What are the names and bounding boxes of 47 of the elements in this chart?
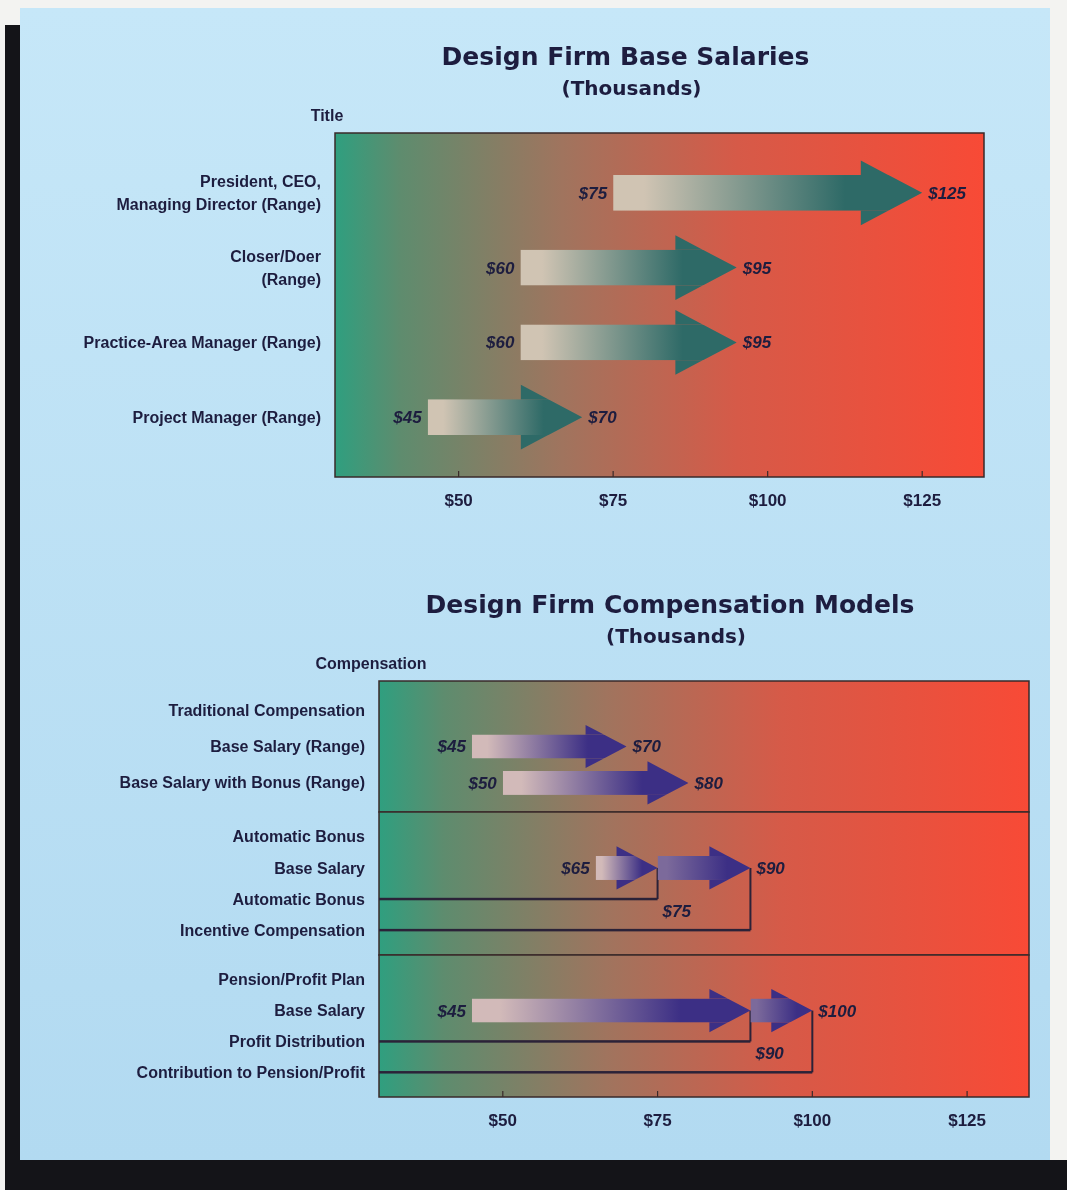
annotation: $45 (436, 1001, 467, 1021)
x-tick-label: $125 (903, 491, 942, 510)
y-tick-label: Base Salary (274, 859, 366, 877)
y-tick-label: Closer/Doer (Range) (230, 247, 321, 288)
annotation: $45 (436, 737, 467, 757)
data-label: $70 (631, 737, 662, 757)
y-tick-label: Base Salary (Range) (210, 738, 365, 756)
data-label: $100 (817, 1001, 857, 1021)
annotation: $45 (392, 408, 423, 428)
y-tick-label: Practice-Area Manager (Range) (83, 333, 321, 351)
y-tick-label: Automatic Bonus (232, 890, 366, 908)
x-tick-label: $50 (488, 1111, 517, 1130)
data-label: $95 (741, 258, 772, 278)
annotation: $50 (467, 773, 498, 793)
y-tick-label: Pension/Profit Plan (218, 971, 365, 989)
data-label: $90 (754, 1044, 785, 1064)
data-label: $95 (741, 333, 772, 353)
x-tick-label: $100 (748, 491, 787, 510)
y-tick-label: Profit Distribution (229, 1033, 365, 1051)
annotation: $65 (560, 858, 591, 878)
y-tick-label: Base Salary (274, 1002, 366, 1020)
annotation: $75 (577, 183, 608, 203)
y-axis-title: Compensation (315, 655, 427, 672)
x-tick-label: $75 (598, 491, 628, 510)
y-tick-label: Automatic Bonus (232, 828, 366, 846)
y-tick-label: Incentive Compensation (180, 921, 365, 939)
x-tick-label: $50 (444, 491, 473, 510)
data-label: $90 (755, 858, 786, 878)
chart-subtitle: (Thousands) (606, 624, 746, 648)
chart-title: Design Firm Compensation Models (425, 590, 915, 619)
y-tick-label: Project Manager (Range) (132, 408, 321, 426)
data-label: $80 (693, 773, 724, 793)
x-tick-label: $100 (793, 1111, 832, 1130)
data-label: $75 (661, 901, 692, 921)
y-tick-label: Base Salary with Bonus (Range) (119, 774, 365, 792)
y-tick-label: Contribution to Pension/Profit (136, 1063, 366, 1081)
y-axis-title: Title (310, 107, 344, 124)
annotation: $60 (485, 258, 515, 278)
y-tick-label: President, CEO, Managing Director (Range) (116, 172, 321, 213)
data-label: $70 (587, 408, 618, 428)
data-label: $125 (927, 183, 967, 203)
x-tick-label: $75 (643, 1111, 672, 1130)
chart-title: Design Firm Base Salaries (441, 42, 810, 71)
x-tick-label: $125 (948, 1111, 987, 1130)
annotation: $60 (485, 333, 515, 353)
y-tick-label: Traditional Compensation (168, 701, 365, 719)
chart-subtitle: (Thousands) (561, 76, 702, 100)
